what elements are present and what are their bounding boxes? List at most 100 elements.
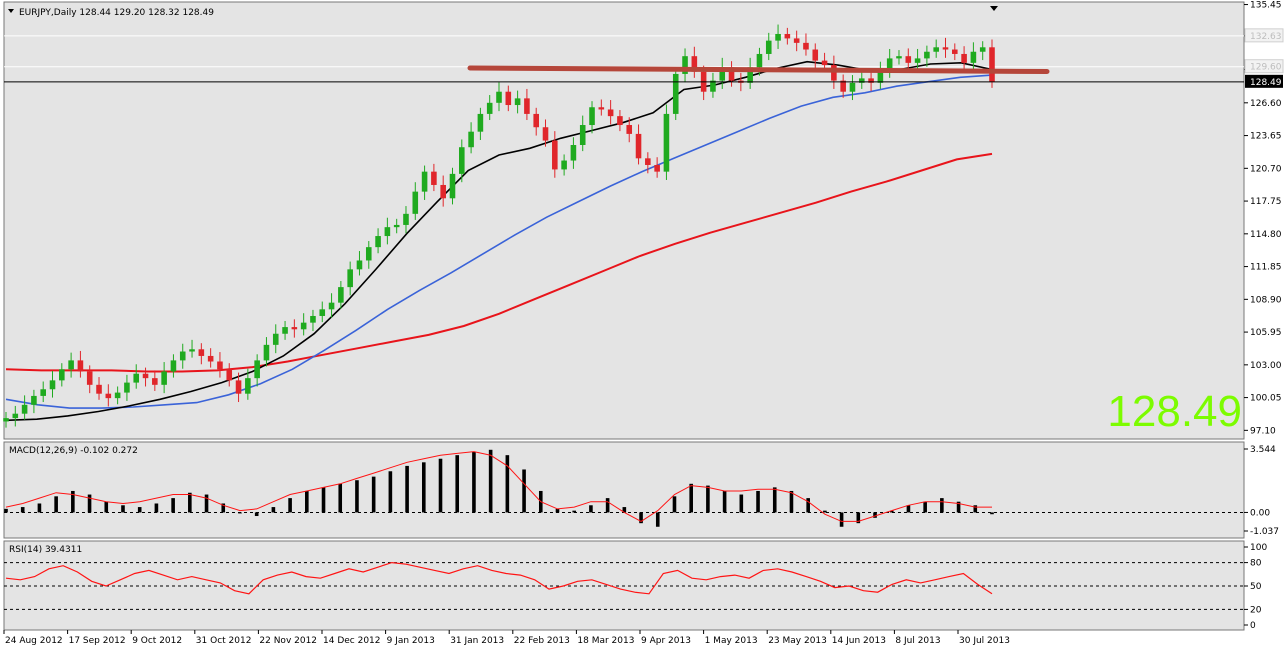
rsi-tick-label: 20: [1250, 605, 1262, 615]
shift-marker-icon[interactable]: [990, 6, 998, 11]
candle-body: [579, 125, 586, 146]
macd-bar: [371, 476, 376, 513]
candle-body: [849, 82, 856, 92]
last-price-label: 128.49: [1250, 78, 1282, 88]
price-tick-label: 103.00: [1250, 361, 1282, 371]
moving-averages: [5, 60, 993, 422]
candle-body: [663, 113, 670, 172]
candle-body: [49, 380, 56, 390]
rsi-tick-label: 80: [1250, 559, 1262, 569]
chart-header: EURJPY,Daily 128.44 129.20 128.32 128.49: [19, 8, 214, 18]
candle-body: [375, 236, 381, 248]
candle-body: [384, 227, 391, 237]
candle-body: [728, 67, 735, 81]
candle-body: [152, 378, 158, 385]
macd-bar: [789, 490, 794, 513]
macd-bar: [271, 507, 276, 513]
candle-body: [235, 380, 242, 394]
candle-body: [393, 224, 400, 228]
candle-body: [161, 371, 167, 385]
macd-tick-label: -1.037: [1250, 527, 1279, 537]
macd-bar: [990, 512, 994, 515]
time-tick-label: 30 Jul 2013: [959, 636, 1010, 646]
candle-body: [40, 389, 46, 396]
macd-bar: [839, 512, 844, 527]
macd-bar: [4, 508, 8, 513]
macd-bar: [756, 490, 760, 513]
candle-body: [468, 131, 474, 148]
candle-body: [533, 113, 539, 128]
candle-body: [635, 133, 642, 159]
candle-body: [170, 360, 177, 372]
resistance-line: [467, 65, 1050, 75]
candle-body: [12, 413, 19, 419]
ma-slow-line: [5, 152, 993, 373]
price-tag-label: 129.60: [1250, 63, 1282, 73]
candle-body: [914, 58, 921, 63]
rsi-tick-label: 50: [1250, 582, 1262, 592]
candle-body: [68, 360, 74, 370]
candle-body: [989, 47, 995, 82]
macd-bar: [71, 490, 75, 513]
price-tick-label: 120.70: [1250, 164, 1282, 174]
time-tick-label: 23 May 2013: [768, 636, 827, 646]
candle-body: [858, 78, 865, 83]
candle-body: [710, 80, 716, 92]
candle-body: [421, 171, 428, 192]
macd-panel: [3, 441, 1245, 539]
big-price: 128.49: [1107, 387, 1242, 436]
candle-body: [59, 369, 65, 381]
macd-bar: [572, 510, 577, 513]
candle-body: [459, 147, 465, 174]
macd-bar: [806, 498, 810, 513]
time-tick-label: 17 Sep 2012: [69, 636, 126, 646]
macd-bar: [204, 494, 209, 513]
macd-bar: [20, 507, 25, 513]
macd-bar: [472, 451, 476, 513]
candle-body: [207, 355, 214, 362]
candle-body: [217, 361, 223, 370]
macd-bar: [154, 503, 159, 513]
macd-bar: [873, 512, 877, 518]
price-tag-box: [1244, 59, 1284, 74]
candle-body: [765, 40, 772, 54]
macd-bar: [388, 471, 393, 513]
macd-bar: [622, 507, 627, 513]
macd-bar: [706, 485, 710, 513]
candle-body: [812, 49, 819, 61]
macd-bar: [238, 512, 242, 514]
candle-body: [570, 145, 577, 161]
candle-body: [793, 38, 800, 43]
chevron-down-icon[interactable]: [8, 9, 14, 13]
macd-bar: [137, 507, 142, 513]
macd-bar: [505, 455, 510, 513]
rsi-label: RSI(14) 39.4311: [9, 545, 82, 555]
price-tick-label: 108.90: [1250, 295, 1282, 305]
candle-body: [719, 67, 726, 81]
macd-bar: [906, 505, 911, 513]
candle-body: [3, 418, 9, 422]
price-tick-label: 100.05: [1250, 394, 1282, 404]
rsi-line: [5, 561, 993, 595]
candle-body: [831, 65, 837, 81]
rsi-chart: 100 80 50 20 0: [4, 543, 1267, 631]
candle-body: [645, 158, 651, 165]
candle-body: [654, 164, 660, 172]
macd-bar: [823, 510, 827, 513]
price-tick-label: 135.45: [1250, 1, 1282, 11]
candle-body: [617, 116, 623, 126]
macd-bar: [104, 501, 109, 513]
candle-body: [803, 42, 809, 50]
price-tick-label: 123.65: [1250, 132, 1282, 142]
macd-bar: [639, 512, 643, 524]
candle-body: [942, 47, 949, 50]
candle-body: [607, 109, 614, 117]
price-tag-box: [1244, 28, 1284, 43]
candle-body: [784, 33, 791, 39]
candle-body: [189, 349, 195, 352]
macd-chart: 3.544 0.00 -1.037: [4, 445, 1279, 537]
ma-mid-line: [5, 74, 993, 409]
macd-signal-line: [5, 451, 992, 522]
macd-label: MACD(12,26,9) -0.102 0.272: [9, 446, 138, 456]
time-tick-label: 24 Aug 2012: [5, 636, 63, 646]
